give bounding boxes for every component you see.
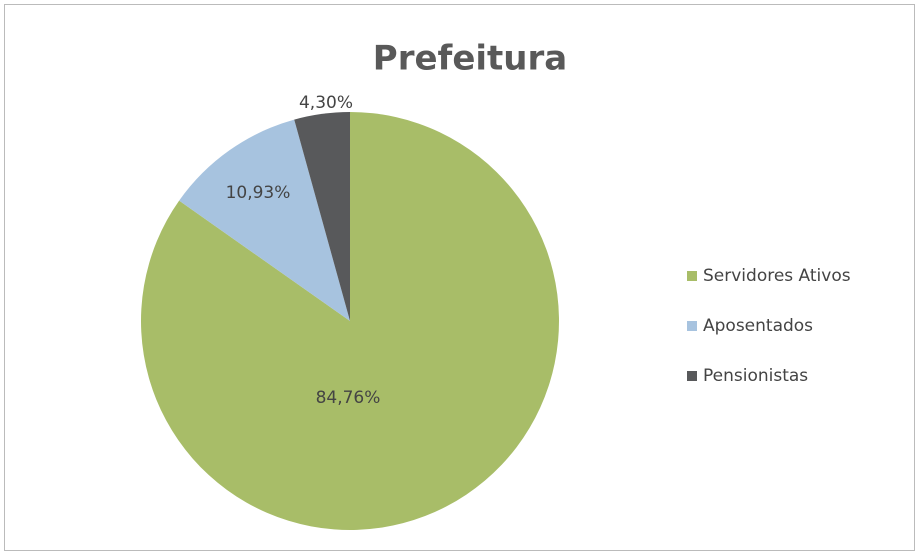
legend-swatch bbox=[687, 321, 697, 331]
pie-slice bbox=[179, 119, 350, 322]
legend-label: Servidores Ativos bbox=[703, 266, 851, 286]
legend-swatch bbox=[687, 371, 697, 381]
legend-label: Pensionistas bbox=[703, 366, 808, 386]
chart-title: Prefeitura bbox=[373, 39, 567, 79]
legend-swatch bbox=[687, 271, 697, 281]
legend-label: Aposentados bbox=[703, 316, 813, 336]
data-label: 10,93% bbox=[226, 183, 291, 203]
data-label: 4,30% bbox=[299, 93, 353, 113]
data-label: 84,76% bbox=[316, 388, 381, 408]
pie-slice bbox=[294, 112, 350, 321]
